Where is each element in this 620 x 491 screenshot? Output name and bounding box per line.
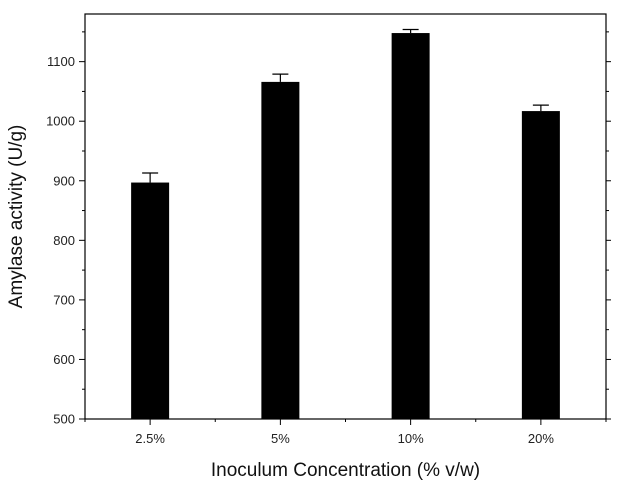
x-axis-title: Inoculum Concentration (% v/w) <box>211 460 480 481</box>
y-tick-label: 600 <box>53 352 75 367</box>
bars <box>131 33 560 420</box>
y-tick-label: 1100 <box>47 54 75 69</box>
y-tick-label: 900 <box>53 173 75 188</box>
x-tick-label: 20% <box>528 431 554 446</box>
bar <box>261 81 300 419</box>
x-tick-label: 10% <box>398 431 424 446</box>
y-tick-label: 800 <box>53 233 75 248</box>
y-tick-label: 1000 <box>46 114 75 129</box>
axis-ticks <box>79 31 611 425</box>
plot-frame <box>84 13 607 420</box>
y-axis-title: Amylase activity (U/g) <box>6 125 27 309</box>
y-tick-label: 500 <box>53 412 75 427</box>
y-tick-label: 700 <box>53 292 75 307</box>
bar <box>391 33 430 419</box>
bar <box>131 182 170 419</box>
error-bars <box>142 28 549 183</box>
x-tick-label: 2.5% <box>135 431 165 446</box>
tick-labels: 500 600 700 800 900 1000 1100 2.5% 5% 10% 20% <box>46 54 554 446</box>
x-tick-label: 5% <box>271 431 290 446</box>
bar <box>521 111 560 420</box>
